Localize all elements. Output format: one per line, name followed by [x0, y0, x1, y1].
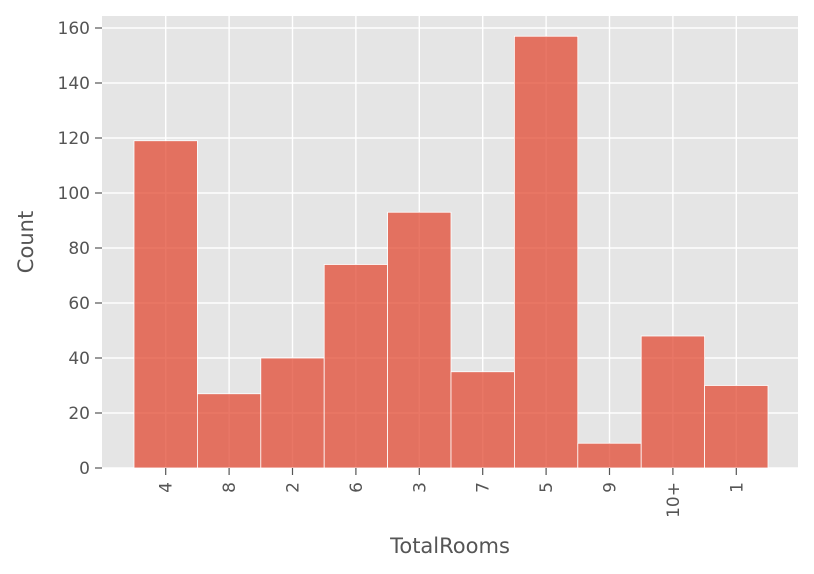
y-tick-label: 0: [79, 459, 90, 479]
y-tick-label: 20: [68, 404, 90, 424]
y-tick-label: 80: [68, 239, 90, 259]
bars: [133, 35, 769, 469]
x-axis-label: TotalRooms: [389, 534, 510, 558]
x-tick-label: 9: [601, 482, 621, 493]
bar-8: [196, 393, 262, 469]
bar-1: [704, 385, 769, 469]
bar-4: [133, 140, 198, 469]
y-axis-label: Count: [14, 211, 38, 273]
bar-7: [450, 371, 515, 469]
bar-10+: [640, 335, 706, 469]
x-tick-label: 5: [537, 482, 557, 493]
y-tick-label: 140: [58, 74, 90, 94]
x-tick-label: 4: [157, 482, 177, 493]
x-tick-label: 7: [474, 482, 494, 493]
y-tick-label: 60: [68, 294, 90, 314]
bar-9: [577, 442, 642, 469]
ticks: 0 20 40 60 80 100 120 140 160 4 8 2 6 3 7 5 9 10+ 1: [58, 19, 748, 518]
y-tick-label: 160: [58, 19, 90, 39]
bar-6: [323, 264, 389, 469]
bar-3: [387, 211, 452, 469]
bar-2: [260, 357, 325, 469]
y-tick-label: 120: [58, 129, 90, 149]
y-tick-label: 40: [68, 349, 90, 369]
x-tick-label: 10+: [664, 482, 684, 518]
x-tick-label: 6: [347, 482, 367, 493]
x-tick-label: 1: [727, 482, 747, 493]
x-tick-label: 8: [220, 482, 240, 493]
x-tick-label: 2: [284, 482, 304, 493]
y-tick-label: 100: [58, 184, 90, 204]
x-tick-label: 3: [410, 482, 430, 493]
bar-5: [514, 35, 579, 469]
